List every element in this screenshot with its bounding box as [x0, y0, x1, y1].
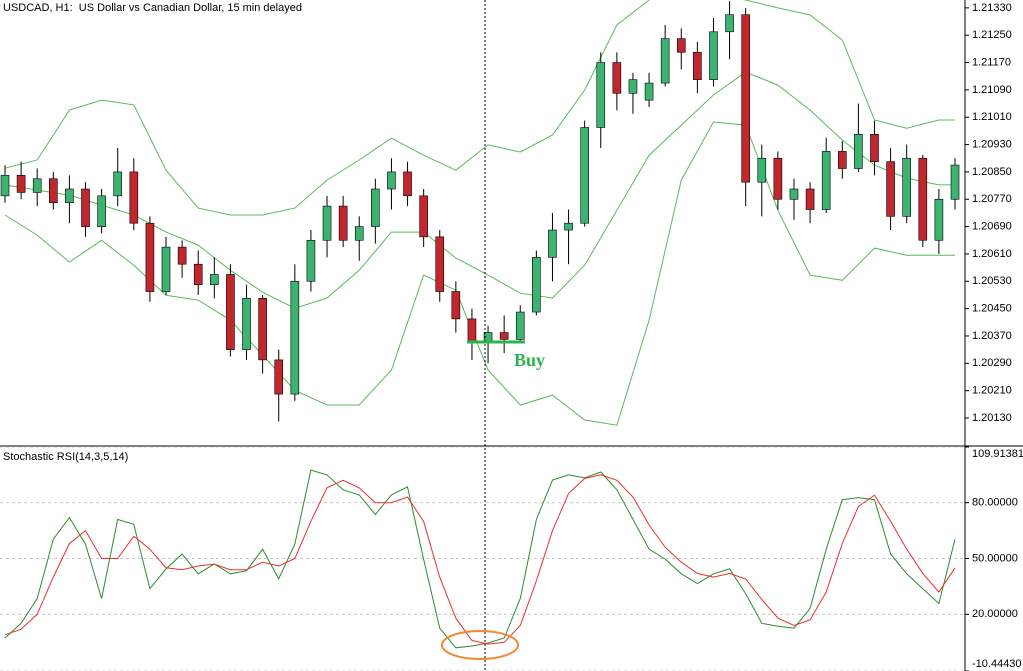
candle-body — [773, 157, 783, 200]
candle-body — [97, 195, 106, 227]
candle-body — [387, 171, 396, 190]
candle-body — [354, 226, 364, 241]
candle-body — [274, 359, 284, 395]
candle-body — [805, 188, 815, 210]
y-tick-label: 50.00000 — [972, 552, 1018, 564]
y-tick-label: 1.20690 — [972, 221, 1012, 233]
candle-body — [789, 188, 799, 200]
candle-body — [403, 171, 412, 197]
y-tick-label: 1.20370 — [972, 330, 1012, 342]
candle-body — [950, 164, 960, 200]
candle-body — [210, 274, 219, 286]
series-line — [4, 474, 956, 645]
y-tick-label: 1.21250 — [972, 29, 1012, 41]
candle-body — [612, 62, 622, 94]
candle-body — [338, 205, 348, 241]
y-tick-label: 1.21170 — [972, 56, 1011, 68]
candle-body — [548, 229, 557, 258]
candle-body — [886, 161, 895, 217]
candle-body — [145, 222, 155, 292]
y-tick-label: 1.21090 — [972, 84, 1012, 96]
axes: 1.21330 1.21250 1.21170 1.21090 1.21010 1.209… — [965, 2, 1023, 671]
candle-body — [258, 298, 267, 361]
price-panel — [0, 0, 960, 426]
y-tick-label: 1.20770 — [972, 193, 1012, 205]
candle-body — [435, 236, 445, 292]
oscillator-panel — [0, 447, 965, 671]
candle-body — [499, 332, 509, 340]
candle-body — [419, 195, 428, 238]
candle-body — [870, 134, 879, 162]
candle-body — [644, 82, 654, 101]
candle-body — [193, 263, 203, 286]
candle-body — [242, 298, 251, 350]
candle-body — [757, 157, 767, 183]
series-line — [4, 0, 955, 216]
candle-body — [226, 274, 235, 350]
candle-body — [709, 31, 718, 80]
candle-body — [660, 38, 670, 84]
candle-body — [177, 246, 187, 265]
candle-body — [290, 280, 300, 395]
candle-body — [918, 157, 928, 241]
series-line — [4, 71, 955, 309]
candle-body — [532, 257, 541, 313]
y-tick-label: 1.20930 — [972, 138, 1012, 150]
candle-body — [628, 79, 638, 94]
candle-body — [854, 134, 863, 169]
candle-body — [0, 175, 10, 197]
series-line — [4, 121, 955, 426]
candle-body — [16, 175, 26, 193]
candle-body — [161, 246, 171, 292]
y-tick-label: -10.44430 — [972, 658, 1022, 670]
candle-body — [676, 38, 686, 53]
candle-body — [934, 198, 944, 241]
candle-body — [564, 222, 573, 231]
y-tick-label: 1.20130 — [972, 412, 1012, 424]
candle-body — [596, 62, 606, 128]
y-tick-label: 1.20610 — [972, 248, 1012, 260]
y-tick-label: 1.20450 — [972, 303, 1012, 315]
candle-body — [129, 171, 139, 224]
candle-body — [741, 14, 750, 183]
candle-body — [49, 178, 58, 203]
candle-body — [322, 205, 332, 241]
candle-body — [65, 188, 74, 203]
chart-title: USDCAD, H1: US Dollar vs Canadian Dollar… — [3, 2, 302, 14]
y-tick-label: 1.21330 — [972, 2, 1012, 14]
y-tick-label: 1.21010 — [972, 111, 1012, 123]
y-tick-label: 1.20290 — [972, 357, 1012, 369]
y-tick-label: 80.00000 — [972, 497, 1018, 509]
indicator-title: Stochastic RSI(14,3,5,14) — [3, 451, 128, 463]
candle-body — [371, 188, 380, 227]
y-tick-label: 1.20850 — [972, 166, 1012, 178]
buy-annotation: Buy — [514, 350, 545, 370]
candle-body — [902, 157, 911, 217]
candle-body — [821, 151, 831, 210]
candle-body — [451, 291, 461, 320]
candle-body — [81, 188, 90, 227]
y-tick-label: 1.20530 — [972, 275, 1012, 287]
candle-body — [580, 127, 589, 224]
candle-body — [306, 239, 316, 282]
y-tick-label: 109.91381 — [972, 448, 1023, 460]
candle-body — [32, 178, 42, 193]
highlight-ellipse — [441, 630, 519, 660]
candle-body — [693, 51, 702, 80]
candle-body — [113, 171, 123, 197]
candle-body — [515, 311, 525, 340]
candle-body — [725, 14, 734, 33]
candle-body — [837, 151, 847, 169]
candle-body — [467, 318, 477, 344]
y-tick-label: 20.00000 — [972, 608, 1018, 620]
y-tick-label: 1.20210 — [972, 385, 1012, 397]
